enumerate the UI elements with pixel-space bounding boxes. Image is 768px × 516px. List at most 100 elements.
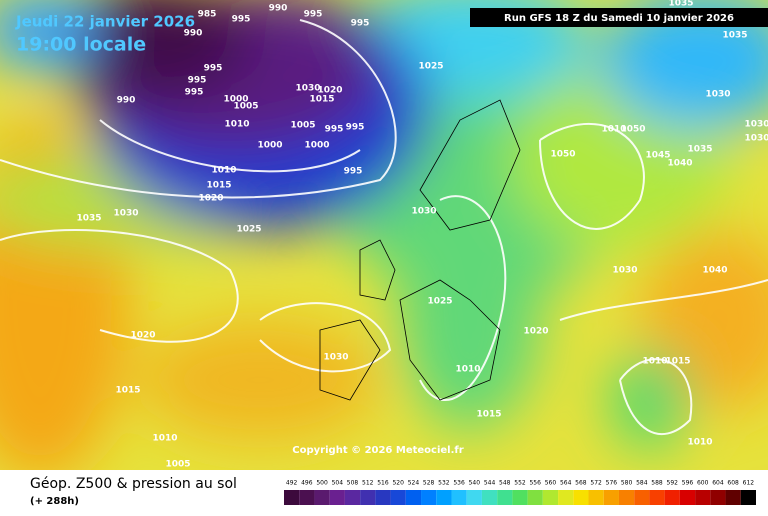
isobar-label: 1010 [211, 166, 236, 176]
time-text: 19:00 locale [16, 34, 146, 56]
colorbar-swatch [314, 490, 330, 505]
colorbar-swatch [360, 490, 376, 505]
colorbar-label: 512 [362, 480, 374, 487]
colorbar-swatch [603, 490, 619, 505]
isobar-label: 1050 [550, 150, 575, 160]
isobar-label: 1020 [317, 86, 342, 96]
isobar-label: 1045 [645, 151, 670, 161]
isobar-label: 1015 [309, 95, 334, 105]
colorbar-swatch [695, 490, 711, 505]
isobar-label: 990 [184, 29, 203, 39]
isobar-label: 995 [204, 64, 223, 74]
colorbar-label: 560 [545, 480, 557, 487]
isobar-label: 1030 [113, 209, 138, 219]
isobar-label: 1030 [411, 207, 436, 217]
colorbar-swatch [573, 490, 589, 505]
footer-lead: (+ 288h) [30, 496, 79, 507]
colorbar-label: 524 [408, 480, 420, 487]
isobar-label: 1040 [667, 159, 692, 169]
colorbar-swatch [649, 490, 665, 505]
colorbar-label: 540 [469, 480, 481, 487]
colorbar-label: 596 [682, 480, 694, 487]
colorbar-swatch [451, 490, 467, 505]
isobar-label: 1000 [257, 141, 282, 151]
colorbar-label: 500 [316, 480, 328, 487]
colorbar-label: 544 [484, 480, 496, 487]
isobar-label: 1000 [223, 95, 248, 105]
colorbar: 492 496 500 504 508 512 516 520 524 528 532 536 540 5… [284, 480, 756, 505]
colorbar-label: 584 [636, 480, 648, 487]
footer-title: Géop. Z500 & pression au sol [30, 476, 237, 492]
isobar-label: 1030 [323, 353, 348, 363]
colorbar-swatch [405, 490, 422, 505]
isobar-label: 995 [232, 15, 251, 25]
isobar-label: 1030 [612, 266, 637, 276]
isobar-label: 995 [346, 123, 365, 133]
isobar-label: 1010 [642, 357, 667, 367]
isobar-label: 1030 [705, 90, 730, 100]
colorbar-swatch [679, 490, 696, 505]
isobar-label: 1035 [722, 31, 747, 41]
isobar-label: 1015 [115, 386, 140, 396]
colorbar-swatch [558, 490, 574, 505]
colorbar-label: 588 [651, 480, 663, 487]
colorbar-label: 556 [529, 480, 541, 487]
isobar-label: 1035 [668, 0, 693, 9]
colorbar-label: 548 [499, 480, 511, 487]
isobar-label: 1035 [76, 214, 101, 224]
colorbar-swatch [436, 490, 452, 505]
colorbar-label: 604 [712, 480, 724, 487]
isobar-label: 995 [304, 10, 323, 20]
colorbar-label: 516 [377, 480, 389, 487]
isobar-label: 995 [325, 125, 344, 135]
colorbar-label: 564 [560, 480, 572, 487]
colorbar-label: 504 [332, 480, 344, 487]
colorbar-swatch [466, 490, 482, 505]
run-text: Run GFS 18 Z du Samedi 10 janvier 2026 [504, 13, 734, 24]
colorbar-label: 592 [667, 480, 679, 487]
isobar-label: 1030 [295, 84, 320, 94]
isobar-label: 990 [117, 96, 136, 106]
colorbar-label: 532 [438, 480, 450, 487]
colorbar-swatch [527, 490, 543, 505]
isobar-label: 995 [344, 167, 363, 177]
isobar-label: 1005 [165, 460, 190, 470]
isobar-label: 1025 [418, 62, 443, 72]
isobar-label: 1005 [233, 102, 258, 112]
isobar-label: 1010 [455, 365, 480, 375]
isobar-label: 985 [198, 10, 217, 20]
isobar-label: 1015 [206, 181, 231, 191]
colorbar-label: 576 [606, 480, 618, 487]
isobar-label: 990 [269, 4, 288, 14]
colorbar-swatch [481, 490, 498, 505]
isobar-label: 1015 [665, 357, 690, 367]
colorbar-label: 520 [392, 480, 404, 487]
colorbar-label: 608 [727, 480, 739, 487]
colorbar-swatch [664, 490, 680, 505]
isobar-label: 1005 [290, 121, 315, 131]
colorbar-swatch [284, 490, 300, 505]
date-text: Jeudi 22 janvier 2026 [15, 13, 195, 31]
colorbar-swatch [542, 490, 559, 505]
colorbar-swatch [710, 490, 726, 505]
colorbar-label: 492 [286, 480, 298, 487]
isobar-label: 1010 [152, 434, 177, 444]
colorbar-label: 612 [743, 480, 755, 487]
colorbar-swatch [344, 490, 361, 505]
colorbar-label: 528 [423, 480, 435, 487]
colorbar-label: 496 [301, 480, 313, 487]
isobar-label: 995 [185, 88, 204, 98]
colorbar-label: 536 [453, 480, 465, 487]
colorbar-label: 600 [697, 480, 709, 487]
colorbar-label: 508 [347, 480, 359, 487]
isobar-label: 1030 [744, 120, 768, 130]
isobar-label: 995 [188, 76, 207, 86]
isobar-label: 1040 [702, 266, 727, 276]
isobar-label: 1020 [130, 331, 155, 341]
colorbar-swatch [421, 490, 437, 505]
colorbar-swatch [512, 490, 528, 505]
copyright: Copyright © 2026 Meteociel.fr [292, 445, 463, 456]
isobar-label: 1050 [620, 125, 645, 135]
